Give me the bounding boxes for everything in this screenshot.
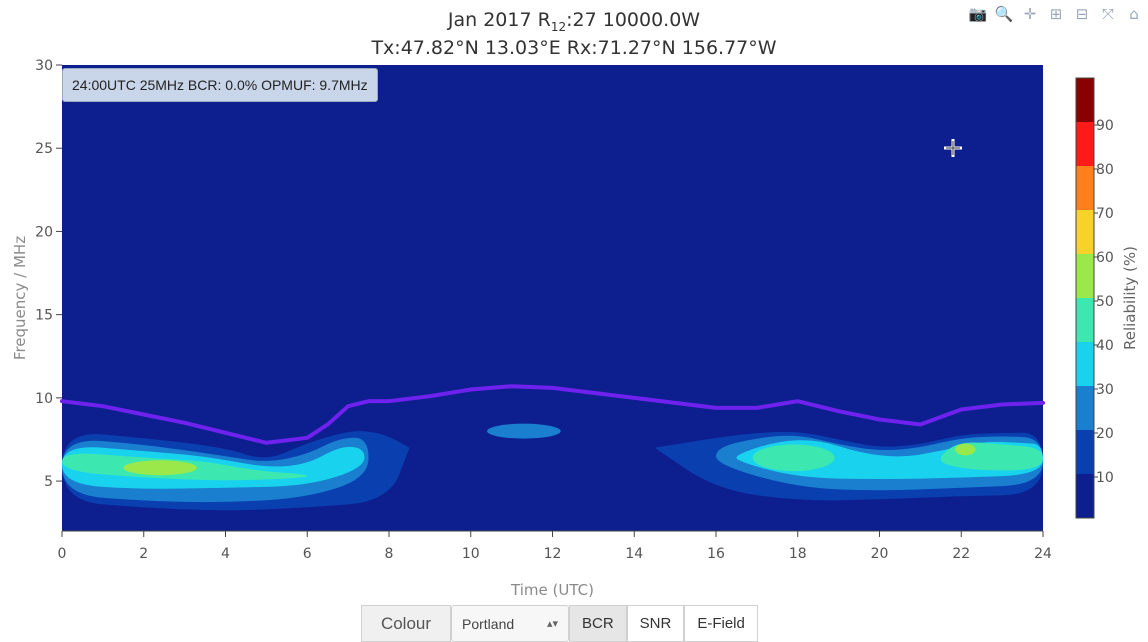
snr-button[interactable]: SNR [626, 605, 685, 642]
x-tick-label: 6 [303, 546, 312, 562]
contour-region [955, 443, 976, 456]
chart-title-line1: Jan 2017 R12:27 10000.0W [447, 9, 701, 34]
camera-icon[interactable]: 📷 [968, 5, 988, 23]
colorbar-segment [1076, 254, 1094, 298]
colorbar-border [1075, 77, 1095, 519]
x-tick-label: 24 [1034, 546, 1052, 562]
colorbar-segment [1076, 430, 1094, 474]
x-axis-label: Time (UTC) [510, 581, 594, 599]
colour-scale-select[interactable]: Portland ▴▾ [451, 605, 569, 642]
contour-region [752, 444, 835, 472]
controls-bar: Colour Portland ▴▾ BCR SNR E-Field [361, 605, 758, 642]
colorbar-tick-label: 50 [1096, 294, 1114, 310]
x-tick-label: 14 [625, 546, 643, 562]
colorbar-segment [1076, 342, 1094, 386]
colorbar-title: Reliability (%) [1121, 246, 1139, 350]
y-tick-label: 20 [35, 224, 53, 240]
colour-label: Colour [361, 605, 451, 642]
colorbar-segment [1076, 474, 1094, 518]
colorbar-tick-label: 90 [1096, 118, 1114, 134]
contour-region [123, 460, 197, 476]
home-icon[interactable]: ⌂ [1129, 5, 1139, 23]
autoscale-icon[interactable]: ⤧ [1101, 5, 1114, 23]
colorbar-tick-label: 30 [1096, 382, 1114, 398]
colorbar-tick-label: 20 [1096, 426, 1114, 442]
colour-scale-value: Portland [462, 615, 515, 632]
colorbar-segment [1076, 210, 1094, 254]
y-axis-label: Frequency / MHz [11, 236, 29, 360]
y-tick-label: 10 [35, 391, 53, 407]
y-tick-label: 5 [44, 474, 53, 490]
pan-icon[interactable]: ✛ [1023, 5, 1037, 23]
x-tick-label: 2 [139, 546, 148, 562]
colorbar-tick-label: 10 [1096, 470, 1114, 486]
select-arrows-icon: ▴▾ [546, 618, 558, 630]
contour-region [487, 423, 561, 439]
y-tick-label: 15 [35, 308, 53, 324]
y-tick-label: 25 [35, 141, 53, 157]
hover-label: 24:00UTC 25MHz BCR: 0.0% OPMUF: 9.7MHz [62, 68, 378, 102]
colorbar-segment [1076, 122, 1094, 166]
colorbar-segment [1076, 386, 1094, 430]
colorbar-tick-label: 70 [1096, 206, 1114, 222]
colorbar-tick-label: 80 [1096, 162, 1114, 178]
x-tick-label: 10 [462, 546, 480, 562]
chart-title-line2: Tx:47.82°N 13.03°E Rx:71.27°N 156.77°W [371, 37, 777, 59]
colorbar-tick-label: 40 [1096, 338, 1114, 354]
efield-button[interactable]: E-Field [684, 605, 758, 642]
x-tick-label: 8 [385, 546, 394, 562]
crosshair-cursor-inner-icon [946, 141, 960, 155]
colorbar-segment [1076, 166, 1094, 210]
muf-curve [60, 384, 1045, 445]
zoom-out-icon[interactable]: ⊟ [1075, 5, 1089, 23]
colorbar-segment [1076, 78, 1094, 122]
x-tick-label: 18 [789, 546, 807, 562]
colorbar-tick-label: 60 [1096, 250, 1114, 266]
x-tick-label: 0 [58, 546, 67, 562]
zoom-icon[interactable]: 🔍 [994, 5, 1014, 23]
bcr-button[interactable]: BCR [569, 605, 627, 642]
x-tick-label: 20 [871, 546, 889, 562]
zoom-in-icon[interactable]: ⊞ [1049, 5, 1063, 23]
modebar: 📷 🔍 ✛ ⊞ ⊟ ⤧ ⌂ [968, 4, 1144, 24]
y-tick-label: 30 [35, 58, 53, 74]
x-tick-label: 4 [221, 546, 230, 562]
x-tick-label: 12 [544, 546, 562, 562]
colorbar-segment [1076, 298, 1094, 342]
x-tick-label: 22 [952, 546, 970, 562]
x-tick-label: 16 [707, 546, 725, 562]
